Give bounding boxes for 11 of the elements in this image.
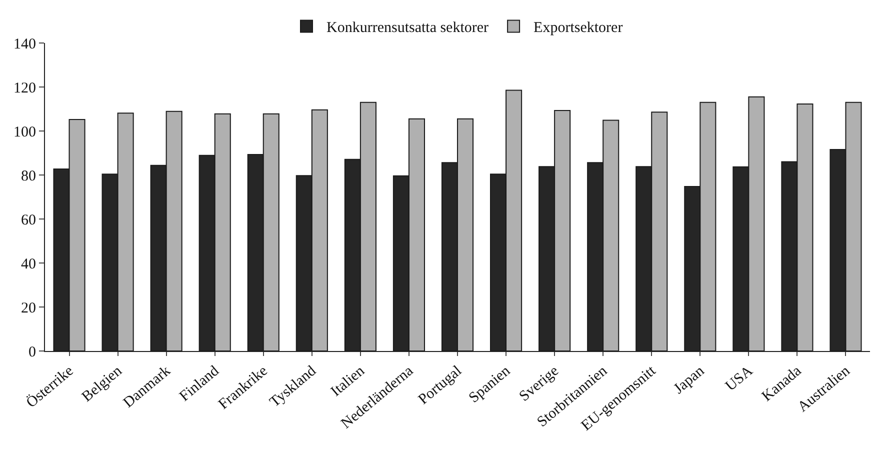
y-tick-label: 80: [21, 168, 36, 184]
y-tick-label: 120: [14, 80, 36, 96]
y-tick-label: 40: [21, 256, 36, 272]
legend-label: Exportsektorer: [534, 20, 623, 36]
y-tick-label: 60: [21, 212, 36, 228]
y-tick-label: 0: [28, 344, 36, 360]
y-tick-label: 20: [21, 300, 36, 316]
y-tick-label: 140: [14, 36, 36, 52]
legend-label: Konkurrensutsatta sektorer: [326, 20, 489, 36]
y-tick-label: 100: [14, 124, 36, 140]
x-tick-label: USA: [722, 362, 756, 395]
